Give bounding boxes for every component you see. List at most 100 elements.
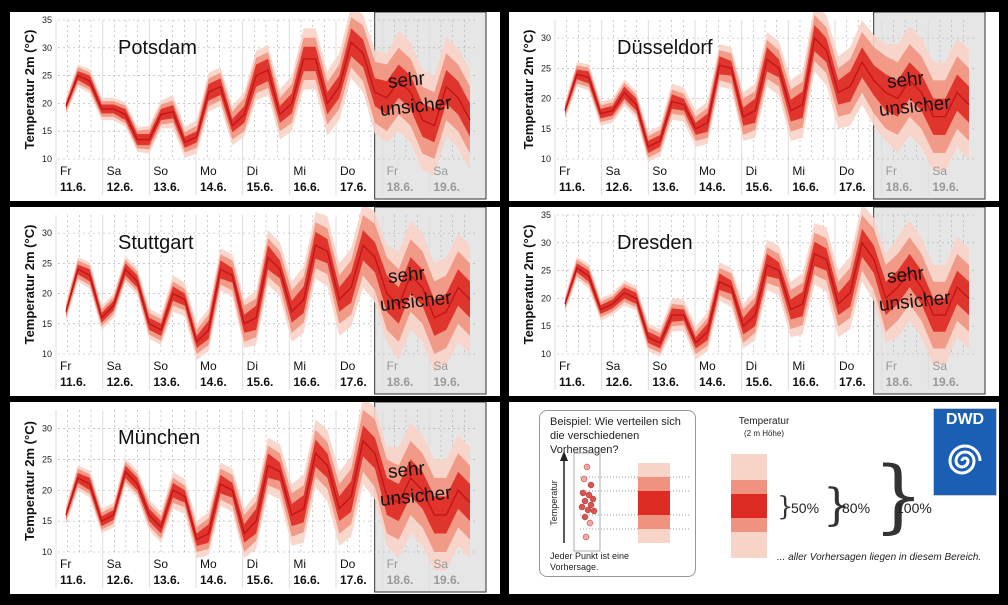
day-label: Do: [340, 557, 356, 571]
y-tick-label: 30: [541, 33, 551, 43]
uncertain-label: sehr: [886, 68, 926, 93]
y-tick-label: 20: [42, 98, 52, 108]
day-label: Mo: [200, 164, 217, 178]
date-label: 12.6.: [107, 573, 134, 587]
date-label: 15.6.: [247, 180, 274, 194]
y-tick-label: 10: [541, 349, 551, 359]
y-tick-label: 35: [42, 15, 52, 25]
date-label: 17.6.: [340, 180, 367, 194]
chart-svg: 10 15 20 25 30 Fr 11.6. Sa 12.6. So 13.6. Mo 14.6. Di…: [22, 207, 487, 395]
chart-svg: 10 15 20 25 30 Fr 11.6. Sa 12.6. So 13.6. Mo 14.6. Di…: [521, 12, 986, 200]
date-label: 11.6.: [60, 180, 86, 194]
date-label: 13.6.: [153, 375, 180, 389]
date-label: 15.6.: [247, 375, 274, 389]
date-label: 14.6.: [200, 375, 227, 389]
brace-80: }: [823, 480, 851, 531]
chart-svg: 10 15 20 25 30 35 Fr 11.6. Sa 12.6. So 13.6. Mo 14.6.…: [521, 207, 986, 395]
y-tick-label: 20: [42, 485, 52, 495]
pct-50: 50%: [791, 500, 820, 516]
example-footer: Jeder Punkt ist eine Vorhersage.: [550, 551, 630, 572]
band-50: [66, 425, 470, 546]
day-label: Mo: [200, 359, 217, 373]
chart-panel-duesseldorf: 10 15 20 25 30 Fr 11.6. Sa 12.6. So 13.6. Mo 14.6. Di…: [509, 12, 999, 201]
median-line: [65, 40, 471, 144]
example-title: Beispiel: Wie verteilen sich die verschi…: [550, 416, 681, 456]
day-label: Mi: [293, 164, 306, 178]
chart-title: Stuttgart: [118, 232, 194, 254]
y-axis-label: Temperatur 2m (°C): [22, 225, 37, 345]
day-label: Di: [746, 359, 757, 373]
example-svg: Temperatur: [549, 451, 690, 552]
day-label: Di: [247, 359, 258, 373]
y-axis-label: Temperatur 2m (°C): [521, 30, 536, 150]
legend-panel: Beispiel: Wie verteilen sich die verschi…: [509, 402, 999, 594]
date-label: 19.6.: [433, 573, 460, 587]
date-label: 18.6.: [886, 375, 913, 389]
day-label: Do: [839, 359, 855, 373]
day-label: Di: [247, 557, 258, 571]
day-label: So: [652, 164, 667, 178]
y-tick-label: 20: [42, 289, 52, 299]
day-label: Mi: [293, 359, 306, 373]
date-label: 12.6.: [606, 180, 633, 194]
date-label: 17.6.: [839, 375, 866, 389]
y-tick-label: 35: [541, 210, 551, 220]
day-label: Sa: [433, 557, 448, 571]
median-line: [564, 36, 970, 148]
date-label: 16.6.: [293, 573, 320, 587]
band-50: [66, 28, 470, 148]
uncertain-label: sehr: [387, 458, 427, 483]
legend-footer: ... aller Vorhersagen liegen in diesem B…: [777, 552, 982, 563]
day-label: Mi: [293, 557, 306, 571]
day-label: Sa: [107, 359, 122, 373]
y-tick-label: 20: [541, 94, 551, 104]
dwd-logo: DWD: [933, 408, 997, 496]
day-label: So: [153, 557, 168, 571]
day-label: Sa: [107, 557, 122, 571]
legend-band-50: [731, 494, 767, 518]
day-label: Mi: [792, 359, 805, 373]
example-arrow-head: [560, 451, 568, 461]
date-label: 16.6.: [792, 180, 819, 194]
day-label: Do: [340, 359, 356, 373]
date-label: 19.6.: [932, 375, 959, 389]
band-50: [565, 228, 969, 349]
date-label: 11.6.: [60, 375, 86, 389]
brace-50: }: [777, 492, 794, 522]
chart-title: Potsdam: [118, 37, 197, 59]
chart-panel-dresden: 10 15 20 25 30 35 Fr 11.6. Sa 12.6. So 13.6. Mo 14.6.…: [509, 207, 999, 396]
date-label: 17.6.: [340, 573, 367, 587]
date-label: 18.6.: [387, 180, 414, 194]
uncertain-label: sehr: [387, 68, 427, 93]
y-tick-label: 25: [42, 258, 52, 268]
day-label: Sa: [606, 359, 621, 373]
example-band-50: [638, 491, 670, 515]
date-label: 12.6.: [107, 375, 134, 389]
day-label: Mo: [200, 557, 217, 571]
y-tick-label: 25: [541, 63, 551, 73]
y-tick-label: 10: [42, 154, 52, 164]
date-label: 11.6.: [559, 180, 585, 194]
y-tick-label: 30: [42, 43, 52, 53]
y-tick-label: 10: [42, 547, 52, 557]
day-label: Fr: [60, 359, 71, 373]
date-label: 18.6.: [387, 573, 414, 587]
date-label: 16.6.: [792, 375, 819, 389]
date-label: 14.6.: [200, 180, 227, 194]
day-label: Sa: [433, 359, 448, 373]
date-label: 15.6.: [247, 573, 274, 587]
day-label: Fr: [559, 359, 570, 373]
legend-bars-svg: [731, 454, 767, 558]
date-label: 15.6.: [746, 375, 773, 389]
day-label: Fr: [559, 164, 570, 178]
example-forecast-dots: [578, 463, 598, 541]
median-line: [65, 243, 471, 344]
day-label: Fr: [886, 164, 897, 178]
day-label: Sa: [932, 164, 947, 178]
chart-svg: 10 15 20 25 30 Fr 11.6. Sa 12.6. So 13.6. Mo 14.6. Di…: [22, 402, 487, 593]
chart-svg: 10 15 20 25 30 35 Fr 11.6. Sa 12.6. So 13.6. Mo 14.6.…: [22, 12, 487, 200]
day-label: Fr: [60, 164, 71, 178]
day-label: Do: [839, 164, 855, 178]
uncertain-label: sehr: [886, 263, 926, 288]
chart-title: Düsseldorf: [617, 37, 713, 59]
